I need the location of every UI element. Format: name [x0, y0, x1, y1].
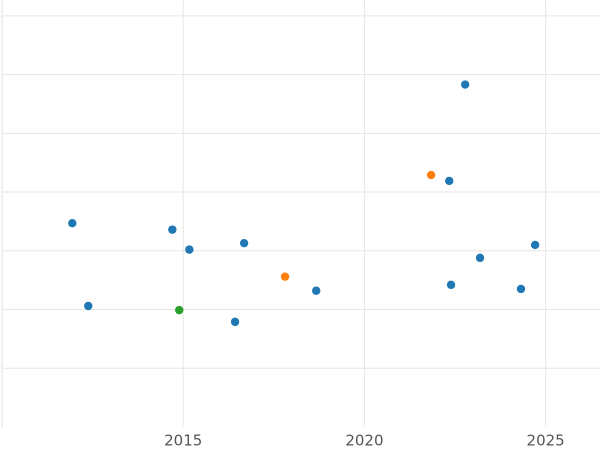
x-tick-label: 2015 — [164, 432, 202, 450]
point — [445, 176, 454, 186]
point — [168, 225, 177, 234]
point — [280, 272, 290, 281]
point — [446, 280, 456, 290]
point — [185, 245, 194, 254]
point — [312, 286, 321, 295]
point — [460, 80, 470, 89]
x-tick-label: 2025 — [527, 432, 565, 450]
point — [530, 240, 540, 250]
point — [230, 317, 240, 327]
point — [84, 301, 93, 311]
point — [239, 238, 249, 248]
point — [68, 218, 77, 228]
x-tick-label: 2020 — [345, 432, 383, 450]
point — [175, 305, 184, 315]
point — [426, 170, 436, 180]
point — [475, 253, 485, 263]
point — [516, 284, 526, 294]
